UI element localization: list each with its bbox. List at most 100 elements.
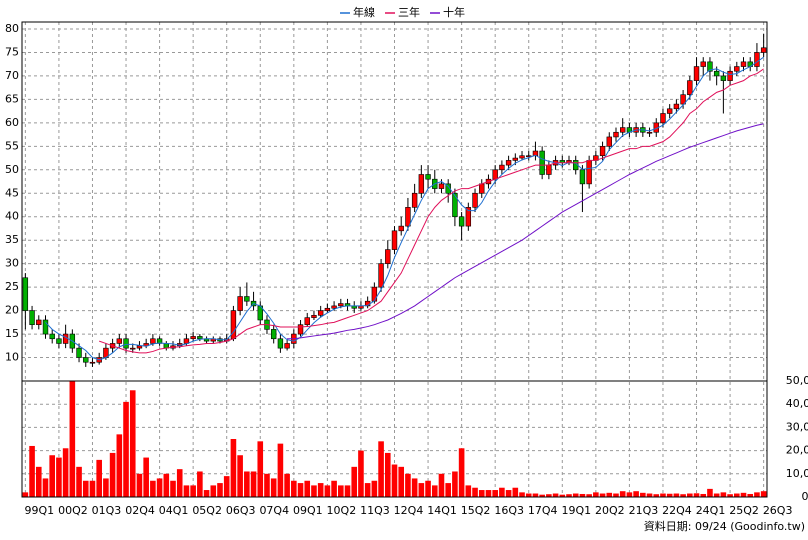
- candle-body: [324, 307, 331, 311]
- candle-body: [297, 324, 304, 335]
- volume-bar: [727, 494, 733, 497]
- x-tick-label: 12Q4: [394, 504, 424, 517]
- volume-bar: [264, 473, 270, 497]
- candle-body: [304, 317, 310, 325]
- volume-bar: [163, 473, 170, 497]
- candle-body: [36, 319, 42, 325]
- y-tick-label: 35: [5, 233, 19, 246]
- volume-bar: [740, 492, 747, 497]
- ma-line: [99, 68, 764, 354]
- volume-bar: [579, 493, 586, 497]
- volume-bar: [572, 493, 579, 497]
- volume-bar: [244, 471, 250, 497]
- volume-bar: [143, 457, 149, 497]
- volume-bar: [250, 471, 257, 497]
- candle-body: [29, 310, 35, 325]
- x-tick-label: 24Q1: [696, 504, 726, 517]
- volume-bar: [485, 490, 492, 497]
- x-tick-label: 21Q3: [629, 504, 659, 517]
- ma-line: [45, 56, 764, 361]
- x-tick-label: 07Q4: [259, 504, 289, 517]
- source-note: 資料日期: 09/24 (Goodinfo.tw): [644, 519, 805, 533]
- candle-body: [385, 249, 391, 264]
- volume-bar: [398, 466, 405, 497]
- volume-bar: [311, 485, 317, 497]
- y-tick-label: 55: [5, 139, 19, 152]
- volume-bar: [566, 494, 572, 497]
- volume-bar: [754, 492, 760, 497]
- volume-bar: [633, 491, 639, 497]
- volume-bar: [358, 450, 364, 497]
- y2-tick-label: 20,000: [786, 444, 808, 457]
- volume-bar: [411, 478, 418, 497]
- x-tick-label: 14Q1: [427, 504, 457, 517]
- x-tick-label: 11Q3: [360, 504, 390, 517]
- volume-bar: [713, 493, 720, 497]
- candle-body: [505, 160, 512, 166]
- volume-bar: [69, 381, 76, 497]
- volume-bar: [338, 485, 344, 497]
- candle-body: [499, 164, 505, 171]
- volume-bar: [405, 473, 411, 497]
- volume-bar: [351, 466, 358, 497]
- volume-bar: [438, 473, 445, 497]
- candle-body: [666, 108, 673, 114]
- candle-body: [277, 338, 284, 349]
- candle-body: [317, 310, 324, 316]
- volume-bar: [559, 494, 566, 497]
- volume-bar: [626, 492, 633, 497]
- candle-body: [687, 80, 693, 96]
- volume-bar: [344, 485, 351, 497]
- volume-bar: [666, 493, 673, 497]
- candle-body: [284, 343, 290, 349]
- x-tick-label: 17Q4: [528, 504, 558, 517]
- volume-bar: [599, 493, 606, 497]
- volume-bar: [733, 493, 740, 497]
- legend-label: 年線: [353, 5, 375, 19]
- candle-body: [244, 296, 250, 302]
- volume-bar: [49, 455, 56, 497]
- candle-body: [526, 155, 532, 158]
- candle-body: [311, 314, 317, 318]
- x-tick-label: 20Q2: [595, 504, 625, 517]
- x-tick-label: 00Q2: [58, 504, 88, 517]
- y-tick-label: 50: [5, 163, 19, 176]
- volume-bar: [640, 492, 646, 497]
- volume-bar: [210, 485, 217, 497]
- volume-bar: [492, 490, 498, 497]
- volume-bar: [223, 476, 230, 497]
- ma-line: [287, 123, 764, 340]
- volume-bar: [586, 494, 592, 497]
- volume-bar: [22, 492, 29, 497]
- volume-bar: [747, 493, 754, 497]
- x-tick-label: 01Q3: [92, 504, 122, 517]
- candle-body: [391, 230, 398, 250]
- candle-body: [458, 216, 465, 227]
- y-tick-label: 10: [5, 351, 19, 364]
- candle-body: [237, 296, 243, 311]
- volume-bar: [35, 466, 42, 497]
- candle-body: [740, 61, 747, 67]
- volume-bar: [606, 492, 613, 497]
- volume-bar: [103, 478, 109, 497]
- legend-label: 十年: [443, 5, 465, 19]
- legend-label: 三年: [398, 5, 420, 19]
- candle-body: [331, 305, 337, 309]
- volume-bar: [445, 483, 451, 497]
- volume-bar: [619, 491, 626, 497]
- volume-bar: [237, 455, 243, 497]
- candle-body: [130, 347, 136, 350]
- candle-body: [197, 336, 203, 340]
- y-tick-label: 15: [5, 327, 19, 340]
- candle-body: [613, 131, 619, 138]
- candle-body: [465, 207, 472, 227]
- candle-body: [707, 61, 713, 72]
- volume-bar: [183, 485, 190, 497]
- volume-bar: [593, 492, 599, 497]
- volume-bar: [720, 492, 727, 497]
- y2-tick-label: 40,000: [786, 397, 808, 410]
- candle-body: [472, 192, 478, 208]
- x-tick-label: 99Q1: [25, 504, 55, 517]
- y2-tick-label: 30,000: [786, 420, 808, 433]
